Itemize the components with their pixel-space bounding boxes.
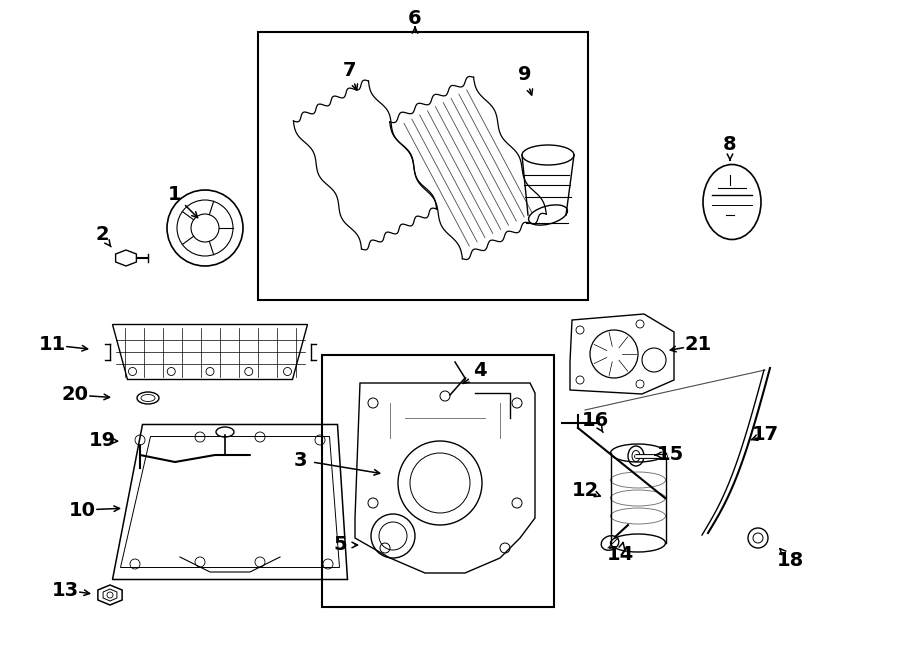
Text: 8: 8 bbox=[724, 136, 737, 155]
Text: 21: 21 bbox=[684, 336, 712, 354]
Text: 3: 3 bbox=[293, 451, 307, 469]
Text: 1: 1 bbox=[168, 186, 182, 204]
Text: 20: 20 bbox=[61, 385, 88, 405]
Text: 17: 17 bbox=[752, 426, 778, 444]
Text: 14: 14 bbox=[607, 545, 634, 564]
Text: 18: 18 bbox=[777, 551, 804, 570]
Text: 12: 12 bbox=[572, 481, 598, 500]
Text: 9: 9 bbox=[518, 65, 532, 85]
Text: 6: 6 bbox=[409, 9, 422, 28]
Text: 10: 10 bbox=[68, 500, 95, 520]
Text: 13: 13 bbox=[51, 580, 78, 600]
Text: 5: 5 bbox=[333, 535, 346, 555]
Bar bbox=[322, 355, 554, 607]
Text: 11: 11 bbox=[39, 336, 66, 354]
Text: 19: 19 bbox=[88, 430, 115, 449]
Text: 4: 4 bbox=[473, 360, 487, 379]
Text: 16: 16 bbox=[581, 410, 608, 430]
Text: 2: 2 bbox=[95, 225, 109, 245]
Text: 15: 15 bbox=[656, 446, 684, 465]
Bar bbox=[258, 32, 588, 300]
Text: 7: 7 bbox=[343, 61, 356, 79]
